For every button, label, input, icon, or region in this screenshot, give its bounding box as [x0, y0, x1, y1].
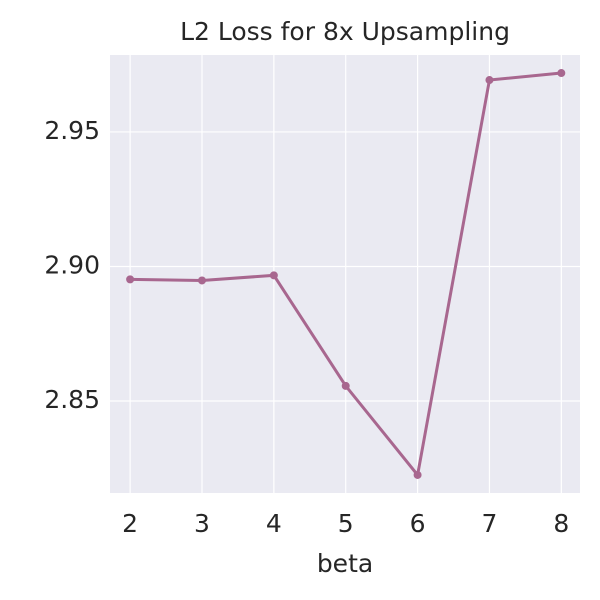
point	[126, 275, 135, 284]
x-axis-label: beta	[317, 549, 373, 578]
point	[269, 271, 278, 280]
x-tick-label: 5	[338, 509, 354, 538]
x-tick-label: 2	[122, 509, 138, 538]
plot-area	[110, 55, 580, 493]
x-tick-label: 6	[410, 509, 426, 538]
point	[485, 76, 494, 85]
point	[413, 470, 422, 479]
x-tick-label: 8	[553, 509, 569, 538]
y-tick-label: 2.90	[44, 250, 100, 279]
x-tick-label: 4	[266, 509, 282, 538]
chart-title: L2 Loss for 8x Upsampling	[180, 17, 510, 46]
point	[341, 381, 350, 390]
y-tick-label: 2.85	[44, 385, 100, 414]
x-tick-label: 7	[481, 509, 497, 538]
x-tick-label: 3	[194, 509, 210, 538]
y-tick-label: 2.95	[44, 116, 100, 145]
point	[557, 69, 566, 78]
point	[197, 276, 206, 285]
